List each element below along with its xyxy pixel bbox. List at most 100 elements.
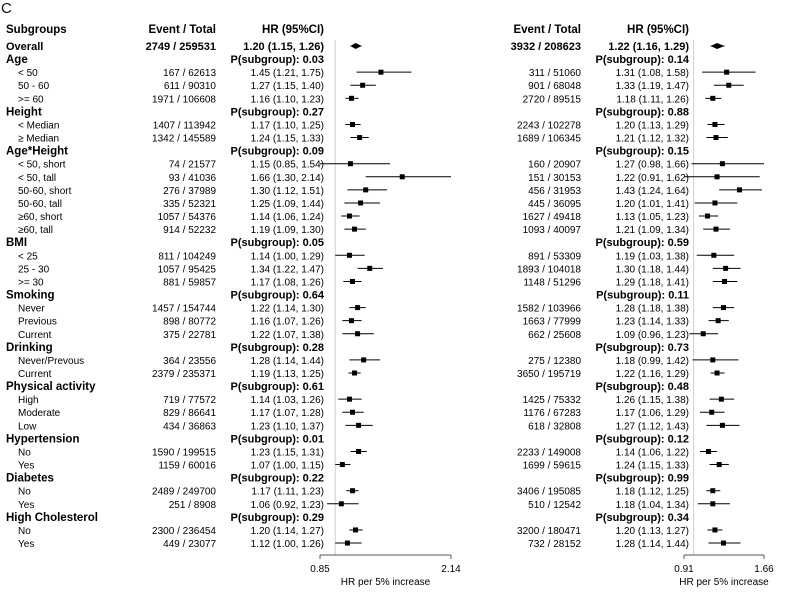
hr-ci-value: 1.16 (1.07, 1.26) <box>251 317 324 328</box>
subgroup-label: Current <box>18 369 52 380</box>
x-tick-label: 1.66 <box>754 564 774 575</box>
hr-ci-value: 1.43 (1.24, 1.64) <box>616 186 689 197</box>
overall-label: Overall <box>6 41 43 53</box>
hr-ci-value: 1.18 (1.11, 1.26) <box>616 94 689 105</box>
hr-ci-value: 1.21 (1.12, 1.32) <box>616 134 689 145</box>
event-total-value: 3406 / 195085 <box>517 487 581 498</box>
event-total-value: 2379 / 235371 <box>152 369 216 380</box>
event-total-value: 3200 / 180471 <box>517 526 581 537</box>
subgroup-label: ≥ Median <box>18 134 59 145</box>
p-subgroup-value: P(subgroup): 0.09 <box>230 146 324 158</box>
p-subgroup-value: P(subgroup): 0.12 <box>595 433 689 445</box>
hr-point-marker <box>736 187 742 193</box>
hr-ci-value: 1.20 (1.13, 1.27) <box>616 526 689 537</box>
hr-point-marker <box>723 265 729 271</box>
overall-diamond <box>710 43 725 49</box>
hr-ci-value: 1.66 (1.30, 2.14) <box>251 173 324 184</box>
hr-point-marker <box>726 82 732 88</box>
event-total-value: 829 / 86641 <box>163 408 216 419</box>
hr-point-marker <box>352 226 358 232</box>
hr-point-marker <box>349 121 355 127</box>
hr-point-marker <box>714 370 720 376</box>
event-total-value: 1590 / 199515 <box>152 447 216 458</box>
subgroup-label: >= 60 <box>18 94 44 105</box>
hr-point-marker <box>706 448 712 454</box>
p-subgroup-value: P(subgroup): 0.59 <box>595 237 689 249</box>
hr-point-marker <box>712 200 718 206</box>
overall-diamond <box>350 43 362 49</box>
event-total-value: 151 / 30153 <box>528 173 581 184</box>
event-total-value: 1148 / 51296 <box>523 277 581 288</box>
group-label: Hypertension <box>6 433 80 445</box>
event-total-value: 364 / 23556 <box>163 356 216 367</box>
hr-point-marker <box>349 488 355 494</box>
hr-ci-value: 1.21 (1.09, 1.34) <box>616 225 689 236</box>
hr-ci-value: 1.23 (1.15, 1.31) <box>251 447 324 458</box>
hr-ci-value: 1.45 (1.21, 1.75) <box>251 68 324 79</box>
hr-ci-value: 1.16 (1.10, 1.23) <box>251 94 324 105</box>
hr-ci-value: 1.18 (1.12, 1.25) <box>616 487 689 498</box>
hr-point-marker <box>367 265 373 271</box>
subgroup-label: ≥60, short <box>18 212 63 223</box>
event-total-value: 74 / 21577 <box>169 160 217 171</box>
event-total-value: 1425 / 75332 <box>523 395 582 406</box>
p-subgroup-value: P(subgroup): 0.11 <box>596 290 689 302</box>
event-total-value: 732 / 28152 <box>528 539 581 550</box>
hr-ci-value: 1.20 (1.13, 1.29) <box>616 120 689 131</box>
header-hr: HR (95%CI) <box>627 24 689 36</box>
p-subgroup-value: P(subgroup): 0.34 <box>595 512 689 524</box>
hr-ci-value: 1.17 (1.11, 1.23) <box>251 487 324 498</box>
event-total-value: 1159 / 60016 <box>158 461 216 472</box>
p-subgroup-value: P(subgroup): 0.05 <box>230 237 324 249</box>
event-total-value: 1093 / 40097 <box>523 225 582 236</box>
event-total-value: 618 / 32808 <box>528 421 581 432</box>
p-subgroup-value: P(subgroup): 0.64 <box>230 290 324 302</box>
hr-ci-value: 1.28 (1.14, 1.44) <box>251 356 324 367</box>
hr-ci-value: 1.28 (1.14, 1.44) <box>616 539 689 550</box>
subgroup-label: Moderate <box>18 408 61 419</box>
subgroup-label: < 25 <box>18 251 38 262</box>
hr-point-marker <box>715 318 721 324</box>
event-total-value: 811 / 104249 <box>158 251 216 262</box>
hr-point-marker <box>713 135 719 141</box>
event-total-value: 1663 / 77999 <box>523 317 582 328</box>
event-total-value: 251 / 8908 <box>169 500 217 511</box>
event-total-value: 456 / 31953 <box>528 186 581 197</box>
hr-ci-value: 1.20 (1.15, 1.26) <box>243 41 324 53</box>
hr-ci-value: 1.24 (1.15, 1.33) <box>251 134 324 145</box>
x-axis-label: HR per 5% increase <box>341 577 431 588</box>
hr-point-marker <box>355 331 361 337</box>
hr-ci-value: 1.22 (1.14, 1.30) <box>251 304 324 315</box>
event-total-value: 2489 / 249700 <box>152 487 216 498</box>
hr-ci-value: 1.09 (0.96, 1.23) <box>616 330 689 341</box>
hr-ci-value: 1.20 (1.14, 1.27) <box>251 526 324 537</box>
group-label: Physical activity <box>6 381 96 393</box>
event-total-value: 1176 / 67283 <box>523 408 581 419</box>
subgroup-label: Previous <box>18 317 57 328</box>
hr-ci-value: 1.18 (0.99, 1.42) <box>616 356 689 367</box>
event-total-value: 1971 / 106608 <box>152 94 216 105</box>
p-subgroup-value: P(subgroup): 0.29 <box>230 512 324 524</box>
p-subgroup-value: P(subgroup): 0.88 <box>595 106 689 118</box>
group-label: High Cholesterol <box>6 512 98 524</box>
hr-point-marker <box>722 278 728 284</box>
subgroup-label: < Median <box>18 120 59 131</box>
subgroup-label: >= 30 <box>18 277 44 288</box>
hr-ci-value: 1.20 (1.01, 1.41) <box>616 199 689 210</box>
p-subgroup-value: P(subgroup): 0.48 <box>595 381 689 393</box>
hr-point-marker <box>714 174 720 180</box>
hr-ci-value: 1.14 (1.06, 1.24) <box>251 212 324 223</box>
group-label: Age*Height <box>6 146 68 158</box>
hr-point-marker <box>346 213 352 219</box>
x-tick-label: 2.14 <box>441 564 461 575</box>
event-total-value: 901 / 68048 <box>528 81 581 92</box>
hr-point-marker <box>356 422 362 428</box>
event-total-value: 160 / 20907 <box>528 160 581 171</box>
hr-ci-value: 1.17 (1.10, 1.25) <box>251 120 324 131</box>
hr-point-marker <box>352 370 358 376</box>
hr-point-marker <box>358 200 364 206</box>
hr-point-marker <box>344 540 350 546</box>
event-total-value: 914 / 52232 <box>163 225 216 236</box>
hr-ci-value: 1.28 (1.18, 1.38) <box>616 304 689 315</box>
hr-point-marker <box>349 278 355 284</box>
